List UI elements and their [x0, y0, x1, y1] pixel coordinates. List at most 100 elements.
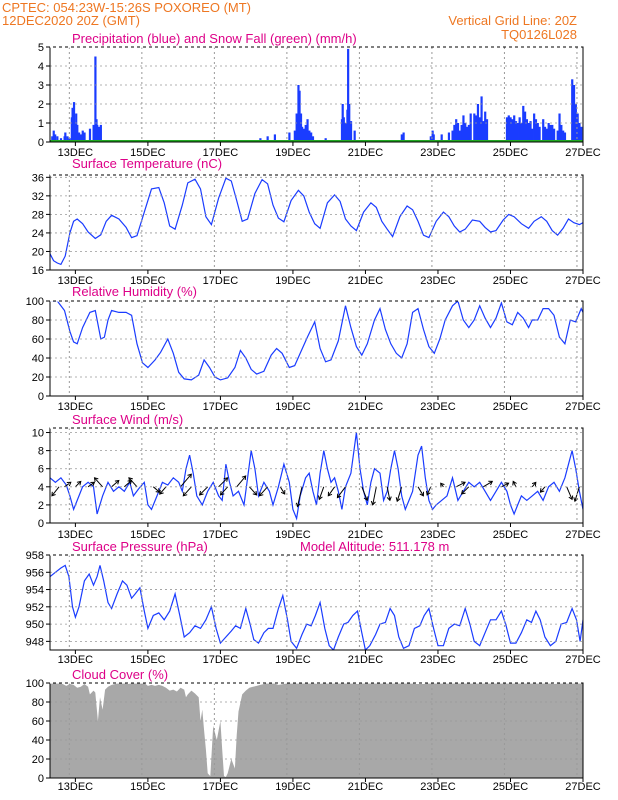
cloud-ytick-label: 60	[32, 716, 44, 728]
precip-bar	[76, 124, 79, 142]
header-init-time: 12DEC2020 20Z (GMT)	[2, 13, 140, 28]
cloud-xtick-label: 27DEC	[565, 781, 601, 793]
temp-ytick-label: 28	[32, 209, 44, 221]
precip-xtick-label: 15DEC	[130, 147, 166, 159]
wind-vector	[249, 486, 257, 496]
header-grid-line: Vertical Grid Line: 20Z	[448, 13, 577, 28]
precip-bar	[482, 121, 485, 142]
rh-xtick-label: 21DEC	[348, 401, 384, 413]
cloud-xtick-label: 13DEC	[58, 781, 94, 793]
precip-bar	[523, 111, 527, 142]
pres-ytick-label: 954	[26, 585, 44, 597]
wind-vector-head	[159, 490, 164, 495]
rh-xtick-label: 25DEC	[493, 401, 529, 413]
cloud-xtick-label: 25DEC	[493, 781, 529, 793]
pres-xtick-label: 21DEC	[348, 654, 384, 666]
header-model: TQ0126L028	[501, 27, 577, 42]
wind-vector-head	[440, 482, 445, 488]
precip-bar	[538, 126, 541, 142]
precip-bar	[51, 136, 54, 142]
wind-vector-head	[504, 482, 510, 487]
precip-bar	[485, 119, 489, 142]
temp-frame	[49, 174, 584, 271]
cloud-xtick-label: 23DEC	[420, 781, 456, 793]
panel-temp: Surface Temperature (nC) 16 20 24 28 32 36 13DE…	[32, 156, 601, 287]
precip-bar	[473, 113, 476, 142]
wind-vector-head	[426, 490, 431, 496]
rh-xtick-label: 19DEC	[275, 401, 311, 413]
wind-vector-head	[531, 481, 537, 487]
pres-ytick-label: 952	[26, 602, 44, 614]
wind-vector	[501, 482, 509, 488]
wind-vector	[182, 486, 192, 497]
pres-xtick-label: 23DEC	[420, 654, 456, 666]
wind-vector-head	[460, 489, 466, 495]
wind-vector	[512, 481, 517, 488]
precip-ytick-label: 3	[38, 80, 44, 92]
precip-bar	[522, 105, 525, 142]
pres-ytick-label: 958	[26, 550, 44, 562]
precip-bar	[99, 124, 102, 142]
precip-bar	[447, 132, 451, 142]
pres-series-group	[50, 564, 583, 650]
wind-xtick-label: 21DEC	[348, 529, 384, 541]
wind-vector-head	[258, 491, 264, 497]
rh-xtick-label: 15DEC	[130, 401, 166, 413]
precip-bar	[266, 136, 269, 142]
precip-bar	[563, 132, 567, 142]
wind-vector	[279, 486, 286, 495]
precip-bar	[66, 136, 69, 142]
wind-title: Surface Wind (m/s)	[72, 412, 183, 427]
precip-bar	[478, 117, 481, 142]
wind-xtick-label: 27DEC	[565, 529, 601, 541]
wind-vector	[87, 481, 95, 488]
pres-subtitle: Model Altitude: 511.178 m	[300, 539, 449, 554]
wind-vector	[483, 480, 493, 488]
rh-ytick-label: 60	[32, 334, 44, 346]
wind-vector-head	[219, 490, 225, 496]
precip-bar	[273, 134, 277, 142]
wind-vector	[153, 486, 160, 493]
precip-bar	[455, 119, 458, 142]
precip-bar	[549, 124, 552, 142]
wind-ytick-label: 4	[38, 482, 44, 494]
wind-vector-head	[93, 477, 99, 482]
precip-bar	[460, 124, 463, 142]
precip-bar	[96, 124, 99, 142]
precip-bar	[475, 115, 478, 142]
wind-vector-head	[51, 491, 56, 497]
pres-xtick-label: 13DEC	[58, 654, 94, 666]
precip-bar	[576, 113, 579, 142]
wind-vector-head	[280, 489, 286, 495]
precip-bar	[432, 134, 435, 142]
precip-bar	[451, 130, 454, 142]
temp-title: Surface Temperature (nC)	[72, 156, 222, 171]
precip-bar	[507, 115, 510, 142]
precip-bar	[551, 124, 554, 142]
wind-vector-head	[317, 495, 323, 501]
wind-vector-head	[295, 502, 301, 508]
precip-bar	[529, 121, 532, 142]
precip-bar	[536, 123, 539, 142]
precip-bar	[308, 130, 311, 142]
precip-bar	[534, 119, 538, 142]
precip-bar	[533, 113, 536, 142]
precip-bar	[458, 130, 461, 142]
cloud-xtick-label: 19DEC	[275, 781, 311, 793]
pres-ytick-label: 950	[26, 619, 44, 631]
wind-vector	[386, 486, 391, 501]
wind-series-group	[50, 432, 583, 521]
wind-vector-head	[223, 477, 229, 482]
precip-bar	[480, 96, 483, 142]
wind-xtick-label: 15DEC	[130, 529, 166, 541]
wind-xtick-label: 17DEC	[203, 529, 239, 541]
cloud-ytick-label: 0	[38, 773, 44, 785]
wind-vector-head	[198, 490, 204, 496]
pres-line-series	[50, 564, 583, 650]
precip-ytick-label: 2	[38, 99, 44, 111]
rh-title: Relative Humidity (%)	[72, 284, 197, 299]
rh-ytick-label: 40	[32, 353, 44, 365]
wind-vector	[461, 486, 470, 495]
precip-bar	[310, 132, 313, 142]
precip-bar	[56, 136, 59, 142]
